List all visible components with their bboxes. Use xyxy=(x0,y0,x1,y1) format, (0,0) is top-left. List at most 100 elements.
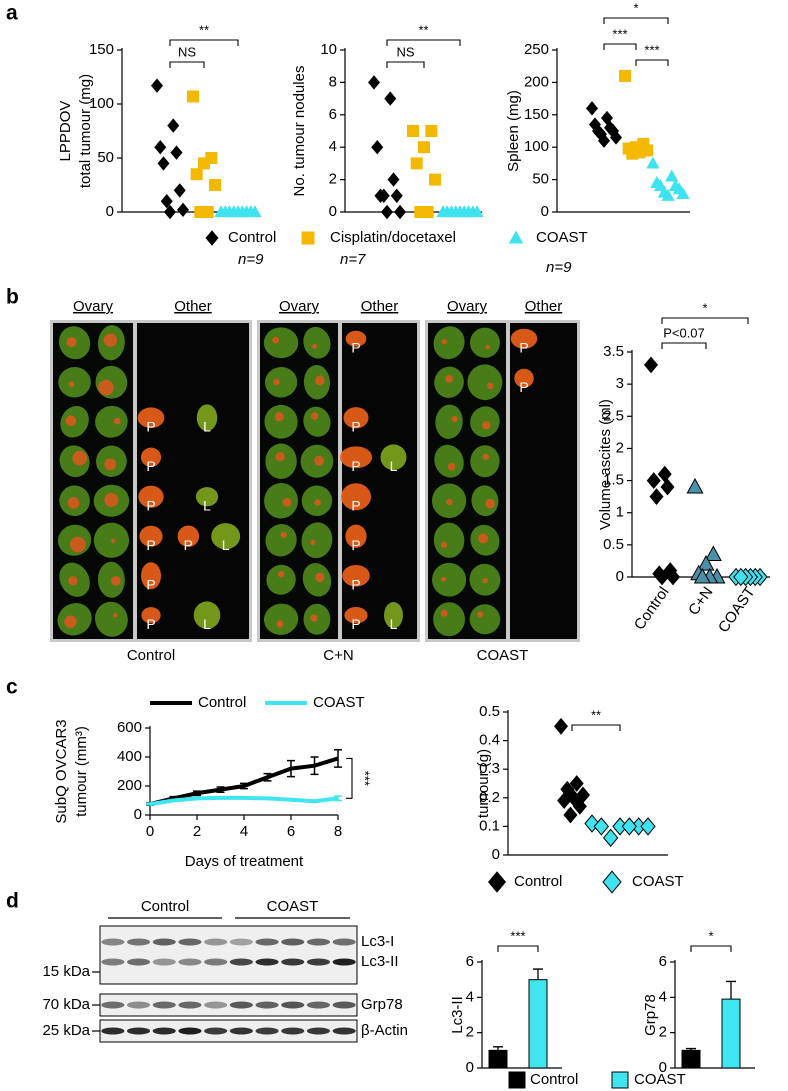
size-marker: 15 kDa xyxy=(42,963,90,980)
data-point xyxy=(371,140,384,155)
legend-label: COAST xyxy=(634,1071,686,1088)
y-tick-label: 6 xyxy=(329,106,337,123)
tumour-signal xyxy=(441,576,447,582)
tumour-image xyxy=(380,444,407,471)
data-point xyxy=(425,125,438,137)
data-point xyxy=(646,156,660,169)
y-tick-label: 6 xyxy=(659,953,667,970)
blot-band xyxy=(204,1001,228,1009)
data-point xyxy=(187,90,199,103)
data-point xyxy=(368,75,380,90)
tumour-image xyxy=(139,525,163,547)
data-point xyxy=(453,205,467,218)
panel-label: a xyxy=(6,2,18,25)
image-label: P xyxy=(184,537,193,553)
tumour-image xyxy=(196,404,218,432)
significance-bracket xyxy=(635,59,669,66)
data-point xyxy=(593,817,609,836)
x-tick-label: 6 xyxy=(287,823,295,840)
data-point xyxy=(657,465,672,483)
legend-label: Control xyxy=(228,229,276,246)
tumour-signal xyxy=(314,455,324,466)
ovary-image xyxy=(264,483,298,519)
tumour-image xyxy=(339,446,373,469)
data-point xyxy=(381,204,393,220)
tumour-signal xyxy=(65,415,77,427)
tumour-image xyxy=(193,601,221,630)
tumour-signal xyxy=(276,620,284,628)
tumour-image xyxy=(345,330,367,347)
group-label: COAST xyxy=(477,647,529,664)
data-point xyxy=(569,775,584,792)
data-point xyxy=(733,567,749,587)
blot-band xyxy=(101,958,125,966)
tumour-signal xyxy=(310,539,316,545)
ovary-image xyxy=(265,524,297,557)
error-bar xyxy=(726,980,736,1000)
ovary-image xyxy=(433,522,465,558)
y-tick-label: 3.5 xyxy=(603,343,624,360)
data-point xyxy=(414,206,427,218)
image-label: L xyxy=(390,458,398,474)
error-bar xyxy=(240,782,248,790)
data-point xyxy=(164,204,176,220)
blot-band xyxy=(332,938,356,946)
tumour-signal xyxy=(482,577,488,584)
blot-band xyxy=(152,1027,176,1035)
x-tick-label: 8 xyxy=(334,823,342,840)
legend-marker xyxy=(602,870,622,894)
data-point xyxy=(387,172,400,187)
tumour-signal xyxy=(68,381,75,388)
ovary-image xyxy=(469,327,500,358)
data-point xyxy=(665,169,679,182)
band-label: Lc3-I xyxy=(361,933,394,950)
significance-label: *** xyxy=(510,928,525,943)
tumour-image xyxy=(342,564,370,587)
blot-band xyxy=(229,938,253,946)
legend-marker xyxy=(508,230,524,244)
x-tick-label: 4 xyxy=(240,823,248,840)
ovary-image xyxy=(471,485,499,517)
legend-label: Control xyxy=(514,873,562,890)
column-header: Other xyxy=(361,298,399,315)
blot-band xyxy=(281,958,305,966)
y-tick-label: 200 xyxy=(117,777,142,794)
data-point xyxy=(410,157,423,170)
data-point xyxy=(170,145,183,160)
ovary-image xyxy=(431,562,467,597)
legend-note: n=9 xyxy=(238,251,264,268)
data-point xyxy=(394,204,406,220)
ovary-image xyxy=(303,406,331,437)
significance-label: *** xyxy=(358,771,373,786)
significance-bracket xyxy=(661,342,707,349)
blot-band xyxy=(178,1027,202,1035)
tumour-signal xyxy=(314,499,321,506)
blot-band xyxy=(332,1027,356,1035)
data-point xyxy=(190,168,203,181)
y-tick-label: 4 xyxy=(466,988,474,1005)
blot-band xyxy=(306,1027,331,1035)
ovary-image xyxy=(263,603,299,635)
tumour-signal xyxy=(272,336,280,344)
significance-label: NS xyxy=(396,44,414,59)
significance-bracket xyxy=(690,945,732,952)
image-label: P xyxy=(351,339,360,355)
error-bar xyxy=(493,1046,503,1051)
x-tick-label: COAST xyxy=(715,584,759,636)
tumour-signal xyxy=(113,613,118,618)
error-bar xyxy=(310,756,319,776)
tumour-signal xyxy=(113,417,121,425)
x-tick-label: 0 xyxy=(146,823,154,840)
tumour-signal xyxy=(315,572,325,583)
error-bar xyxy=(263,772,272,782)
significance-label: *** xyxy=(644,42,659,57)
y-axis-label: Volume ascites (ml) xyxy=(597,399,614,530)
tumour-signal xyxy=(310,412,319,420)
blot-band xyxy=(229,1001,253,1009)
y-tick-label: 10 xyxy=(320,41,337,58)
tumour-image xyxy=(140,562,162,590)
tumour-signal xyxy=(68,576,78,586)
bar xyxy=(721,998,741,1069)
group-label: Control xyxy=(127,647,175,664)
error-bar xyxy=(334,749,342,768)
